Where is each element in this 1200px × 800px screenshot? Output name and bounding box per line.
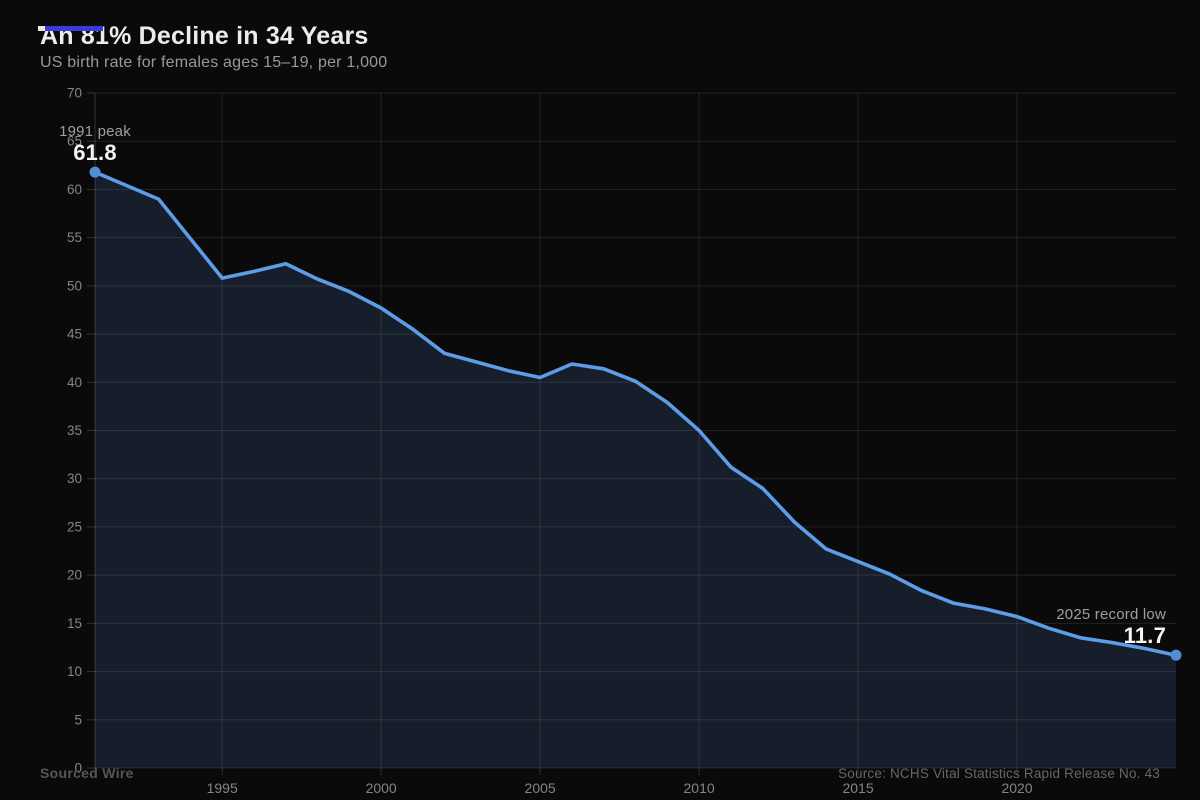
svg-text:30: 30 <box>67 471 82 486</box>
source-credit: Source: NCHS Vital Statistics Rapid Rele… <box>838 766 1160 781</box>
svg-text:0: 0 <box>74 761 82 776</box>
svg-text:55: 55 <box>67 230 82 245</box>
svg-text:50: 50 <box>67 278 82 293</box>
accent-bar <box>38 26 103 31</box>
accent-bar-cap <box>38 26 45 31</box>
data-point-dot <box>89 166 101 178</box>
peak-annotation-label: 1991 peak <box>59 123 131 140</box>
svg-text:45: 45 <box>67 327 82 342</box>
data-point-dot <box>1170 649 1182 661</box>
svg-text:1995: 1995 <box>207 780 238 796</box>
svg-text:60: 60 <box>67 182 82 197</box>
svg-text:10: 10 <box>67 664 82 679</box>
brand-watermark: Sourced Wire <box>40 765 134 781</box>
svg-text:35: 35 <box>67 423 82 438</box>
svg-text:20: 20 <box>67 568 82 583</box>
svg-text:2010: 2010 <box>684 780 715 796</box>
record-low-annotation-value: 11.7 <box>1123 623 1166 649</box>
x-axis-labels: 1995 2000 2005 2010 2015 2020 <box>207 780 1033 796</box>
chart-subtitle: US birth rate for females ages 15–19, pe… <box>40 54 388 71</box>
svg-text:40: 40 <box>67 375 82 390</box>
svg-text:70: 70 <box>67 86 82 101</box>
birth-rate-line <box>93 170 1178 657</box>
svg-text:2005: 2005 <box>525 780 556 796</box>
accent-bar-fill <box>45 26 103 31</box>
peak-annotation: 1991 peak 61.8 <box>59 123 131 166</box>
svg-text:2015: 2015 <box>842 780 873 796</box>
svg-text:2000: 2000 <box>366 780 397 796</box>
svg-text:5: 5 <box>74 712 82 727</box>
area-fill <box>95 172 1176 769</box>
record-low-annotation-label: 2025 record low <box>1056 606 1166 623</box>
y-axis-labels: 0 5 10 15 20 25 30 35 40 45 50 55 60 65 70 <box>67 86 82 776</box>
record-low-annotation: 2025 record low 11.7 <box>1056 606 1166 649</box>
svg-text:15: 15 <box>67 616 82 631</box>
svg-text:25: 25 <box>67 519 82 534</box>
svg-text:65: 65 <box>67 134 82 149</box>
endpoint-dots <box>89 166 1182 661</box>
gridlines <box>87 92 1176 775</box>
peak-annotation-value: 61.8 <box>73 140 117 166</box>
svg-text:2020: 2020 <box>1001 780 1032 796</box>
